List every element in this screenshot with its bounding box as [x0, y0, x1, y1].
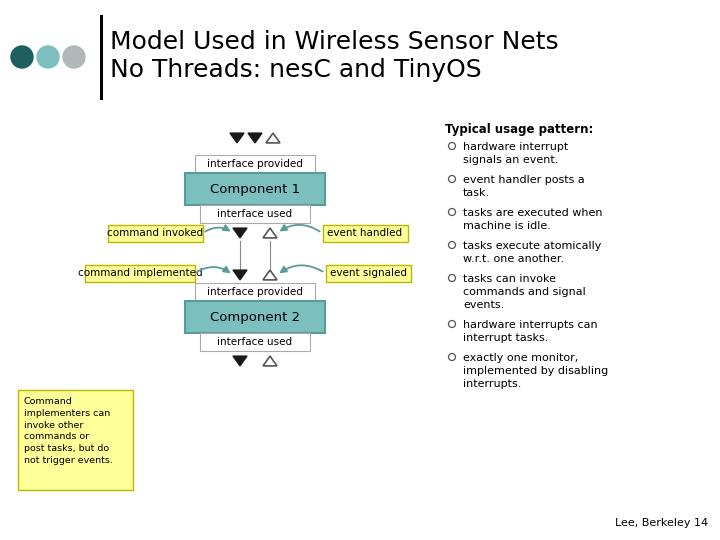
Text: exactly one monitor,: exactly one monitor,	[463, 353, 578, 363]
Bar	[100, 15, 103, 100]
Bar	[200, 333, 310, 351]
Text: event handler posts a: event handler posts a	[463, 175, 585, 185]
Bar	[85, 265, 195, 281]
Text: implemented by disabling: implemented by disabling	[463, 366, 608, 376]
Polygon shape	[233, 270, 247, 280]
Text: interface provided: interface provided	[207, 287, 303, 297]
Text: commands and signal: commands and signal	[463, 287, 586, 297]
Text: interface provided: interface provided	[207, 159, 303, 169]
Text: No Threads: nesC and TinyOS: No Threads: nesC and TinyOS	[110, 58, 482, 82]
Text: Component 2: Component 2	[210, 310, 300, 323]
Polygon shape	[263, 356, 277, 366]
Polygon shape	[233, 228, 247, 238]
Text: hardware interrupt: hardware interrupt	[463, 142, 568, 152]
Polygon shape	[233, 356, 247, 366]
Text: hardware interrupts can: hardware interrupts can	[463, 320, 598, 330]
Text: event signaled: event signaled	[330, 268, 407, 278]
Text: interrupts.: interrupts.	[463, 379, 521, 389]
Text: command invoked: command invoked	[107, 228, 203, 238]
Text: interface used: interface used	[217, 337, 292, 347]
Text: task.: task.	[463, 188, 490, 198]
Circle shape	[449, 354, 456, 361]
Text: tasks can invoke: tasks can invoke	[463, 274, 556, 284]
Text: Model Used in Wireless Sensor Nets: Model Used in Wireless Sensor Nets	[110, 30, 559, 54]
Bar	[18, 390, 133, 490]
Circle shape	[63, 46, 85, 68]
Bar	[200, 205, 310, 223]
Bar	[325, 265, 410, 281]
Text: Typical usage pattern:: Typical usage pattern:	[445, 123, 593, 136]
Bar	[323, 225, 408, 241]
Text: events.: events.	[463, 300, 504, 310]
Polygon shape	[230, 133, 244, 143]
Circle shape	[449, 143, 456, 150]
Text: Command
implementers can
invoke other
commands or
post tasks, but do
not trigger: Command implementers can invoke other co…	[24, 397, 113, 465]
Text: interface used: interface used	[217, 209, 292, 219]
Text: machine is idle.: machine is idle.	[463, 221, 551, 231]
Polygon shape	[263, 228, 277, 238]
Bar	[195, 155, 315, 173]
Polygon shape	[266, 133, 280, 143]
Circle shape	[449, 321, 456, 327]
Bar	[185, 301, 325, 333]
Circle shape	[449, 176, 456, 183]
Text: w.r.t. one another.: w.r.t. one another.	[463, 254, 564, 264]
Text: tasks are executed when: tasks are executed when	[463, 208, 603, 218]
Text: signals an event.: signals an event.	[463, 155, 559, 165]
Circle shape	[449, 208, 456, 215]
Circle shape	[449, 241, 456, 248]
Bar	[107, 225, 202, 241]
Text: command implemented: command implemented	[78, 268, 202, 278]
Polygon shape	[263, 270, 277, 280]
Text: Lee, Berkeley 14: Lee, Berkeley 14	[615, 518, 708, 528]
Polygon shape	[248, 133, 262, 143]
Text: tasks execute atomically: tasks execute atomically	[463, 241, 601, 251]
Circle shape	[37, 46, 59, 68]
Circle shape	[449, 274, 456, 281]
Bar	[185, 173, 325, 205]
Bar	[195, 283, 315, 301]
Text: Component 1: Component 1	[210, 183, 300, 195]
Text: interrupt tasks.: interrupt tasks.	[463, 333, 549, 343]
Text: event handled: event handled	[328, 228, 402, 238]
Circle shape	[11, 46, 33, 68]
